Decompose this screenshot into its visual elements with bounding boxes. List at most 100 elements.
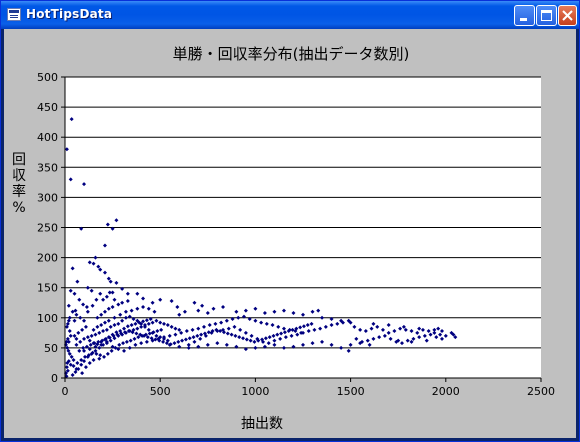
data-point [105, 222, 110, 227]
data-point [81, 345, 86, 350]
data-point [67, 329, 72, 334]
data-point [271, 333, 276, 338]
data-point [123, 309, 128, 314]
data-point [121, 341, 126, 346]
data-point [102, 309, 107, 314]
data-point [382, 333, 387, 338]
data-point [329, 342, 334, 347]
data-point [226, 326, 231, 331]
data-point [175, 304, 180, 309]
data-point [443, 333, 448, 338]
data-point [74, 336, 79, 341]
data-point [97, 330, 102, 335]
data-point [205, 342, 210, 347]
data-point [129, 323, 134, 328]
data-point [310, 309, 315, 314]
data-point [118, 312, 123, 317]
data-point [91, 327, 96, 332]
y-tick-label: 0 [51, 372, 58, 385]
data-point [224, 318, 229, 323]
data-point [401, 324, 406, 329]
data-point [286, 329, 291, 334]
data-point [104, 327, 109, 332]
data-point [218, 329, 223, 334]
y-tick-label: 200 [37, 252, 58, 265]
data-point [98, 353, 103, 358]
data-point [99, 312, 104, 317]
data-point [157, 338, 162, 343]
data-point [272, 309, 277, 314]
data-point [298, 325, 303, 330]
data-point [110, 226, 115, 231]
data-point [64, 374, 69, 379]
data-point [146, 327, 151, 332]
data-point [98, 291, 103, 296]
x-tick-label: 1000 [241, 385, 269, 398]
data-point [144, 318, 149, 323]
data-point [237, 335, 242, 340]
data-point [99, 342, 104, 347]
gridlines [65, 76, 541, 349]
data-point [87, 260, 92, 265]
data-point [73, 308, 78, 313]
data-point [82, 336, 87, 341]
data-point [114, 218, 119, 223]
data-point [154, 333, 159, 338]
scatter-chart: 0 50 100 150 200 250 300 350 400 450 500 0 500 1000 1… [12, 45, 555, 432]
data-point [151, 330, 156, 335]
data-point [112, 297, 117, 302]
data-point [141, 304, 146, 309]
data-point [247, 317, 252, 322]
data-points [63, 117, 458, 379]
data-point [96, 264, 101, 269]
data-point [164, 341, 169, 346]
data-point [255, 336, 260, 341]
data-point [67, 315, 72, 320]
data-point [196, 344, 201, 349]
app-icon[interactable] [7, 8, 21, 21]
data-point [74, 342, 79, 347]
data-point [135, 291, 140, 296]
data-point [122, 348, 127, 353]
data-point [252, 339, 257, 344]
data-point [120, 318, 125, 323]
data-point [129, 308, 134, 313]
data-point [87, 338, 92, 343]
data-point [87, 360, 92, 365]
maximize-button[interactable] [536, 5, 557, 26]
data-point [262, 344, 267, 349]
data-point [80, 327, 85, 332]
data-point [126, 329, 131, 334]
data-point [184, 329, 189, 334]
data-point [72, 333, 77, 338]
data-point [213, 321, 218, 326]
data-point [76, 330, 81, 335]
data-point [69, 354, 74, 359]
data-point [146, 306, 151, 311]
data-point [79, 362, 84, 367]
data-point [392, 329, 397, 334]
data-point [264, 321, 269, 326]
chart-area: 0 50 100 150 200 250 300 350 400 450 500 0 500 1000 1… [4, 29, 576, 438]
data-point [161, 339, 166, 344]
data-point [125, 324, 130, 329]
data-point [263, 336, 268, 341]
data-point [83, 365, 88, 370]
data-point [207, 323, 212, 328]
data-point [70, 266, 75, 271]
data-point [102, 270, 107, 275]
close-button[interactable] [558, 5, 577, 26]
data-point [97, 356, 102, 361]
minimize-button[interactable] [514, 5, 535, 26]
data-point [200, 303, 205, 308]
data-point [66, 348, 71, 353]
y-axis-label: 回収率% [12, 152, 26, 216]
data-point [97, 345, 102, 350]
title-bar[interactable]: HotTipsData [1, 1, 579, 29]
data-point [201, 324, 206, 329]
data-point [312, 327, 317, 332]
data-point [411, 336, 416, 341]
data-point [320, 339, 325, 344]
data-point [147, 331, 152, 336]
data-point [295, 332, 300, 337]
